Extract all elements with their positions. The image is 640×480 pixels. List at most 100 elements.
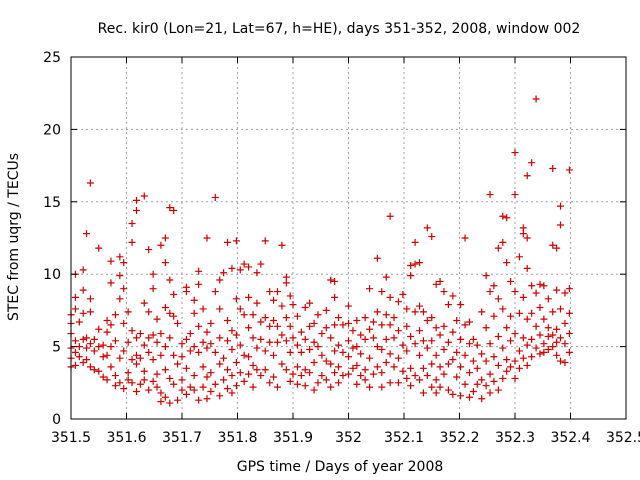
data-point [245, 263, 253, 271]
data-point [245, 370, 253, 378]
data-point [166, 374, 174, 382]
data-point [195, 348, 203, 356]
data-point [249, 383, 257, 391]
data-point [266, 288, 274, 296]
data-point [366, 354, 374, 362]
data-point [157, 389, 165, 397]
data-point [457, 335, 465, 343]
data-point [503, 324, 511, 332]
data-point [373, 363, 381, 371]
data-point [207, 387, 215, 395]
data-point [503, 259, 511, 267]
data-point [528, 335, 536, 343]
data-point [369, 370, 377, 378]
data-point [465, 340, 473, 348]
data-point [79, 309, 87, 317]
data-point [261, 237, 269, 245]
data-point [428, 314, 436, 322]
data-point [86, 308, 94, 316]
data-point [273, 322, 281, 330]
data-point [432, 324, 440, 332]
data-point [419, 389, 427, 397]
data-point [549, 331, 557, 339]
data-point [440, 322, 448, 330]
data-point [473, 380, 481, 388]
data-point [561, 340, 569, 348]
data-point [224, 366, 232, 374]
data-point [190, 386, 198, 394]
data-point [95, 244, 103, 252]
data-point [515, 309, 523, 317]
data-point [561, 359, 569, 367]
data-point [465, 369, 473, 377]
data-point [120, 385, 128, 393]
data-point [519, 230, 527, 238]
data-point [136, 354, 144, 362]
data-point [161, 366, 169, 374]
data-point [457, 392, 465, 400]
data-point [339, 348, 347, 356]
data-point [190, 309, 198, 317]
x-tick-label: 352.5 [606, 430, 640, 446]
data-point [465, 393, 473, 401]
x-axis-label: GPS time / Days of year 2008 [237, 459, 444, 475]
data-point [166, 309, 174, 317]
data-point [511, 288, 519, 296]
data-point [232, 237, 240, 245]
data-point [145, 334, 153, 342]
data-point [253, 366, 261, 374]
data-point [140, 341, 148, 349]
data-point [149, 270, 157, 278]
data-point [132, 360, 140, 368]
data-point [507, 312, 515, 320]
data-point [432, 376, 440, 384]
data-point [273, 383, 281, 391]
data-point [278, 241, 286, 249]
data-point [357, 331, 365, 339]
data-point [378, 288, 386, 296]
data-point [390, 334, 398, 342]
data-point [278, 302, 286, 310]
data-point [390, 363, 398, 371]
data-point [195, 322, 203, 330]
data-point [528, 309, 536, 317]
data-point [86, 363, 94, 371]
data-point [345, 302, 352, 310]
data-point [532, 322, 540, 330]
data-point [327, 276, 335, 284]
data-point [216, 334, 224, 342]
data-point [190, 296, 198, 304]
data-point [140, 299, 148, 307]
data-point [71, 337, 79, 345]
data-point [83, 230, 91, 238]
data-point [224, 317, 232, 325]
data-point [394, 354, 402, 362]
data-point [207, 340, 215, 348]
data-point [494, 361, 502, 369]
data-point [216, 305, 224, 313]
y-tick-label: 25 [43, 50, 61, 66]
data-point [327, 334, 335, 342]
data-point [297, 328, 305, 336]
data-point [124, 376, 132, 384]
data-point [314, 379, 322, 387]
data-point [419, 337, 427, 345]
data-point [116, 354, 124, 362]
data-point [166, 334, 174, 342]
data-point [286, 377, 294, 385]
data-point [436, 363, 444, 371]
data-point [511, 357, 519, 365]
data-point [390, 314, 398, 322]
data-point [469, 387, 477, 395]
data-point [369, 334, 377, 342]
data-point [95, 343, 103, 351]
data-point [511, 374, 519, 382]
data-point [245, 293, 253, 301]
data-point [416, 351, 424, 359]
data-point [195, 396, 203, 404]
data-point [540, 340, 548, 348]
data-point [116, 295, 124, 303]
data-point [182, 335, 190, 343]
data-point [232, 295, 240, 303]
data-point [111, 372, 119, 380]
